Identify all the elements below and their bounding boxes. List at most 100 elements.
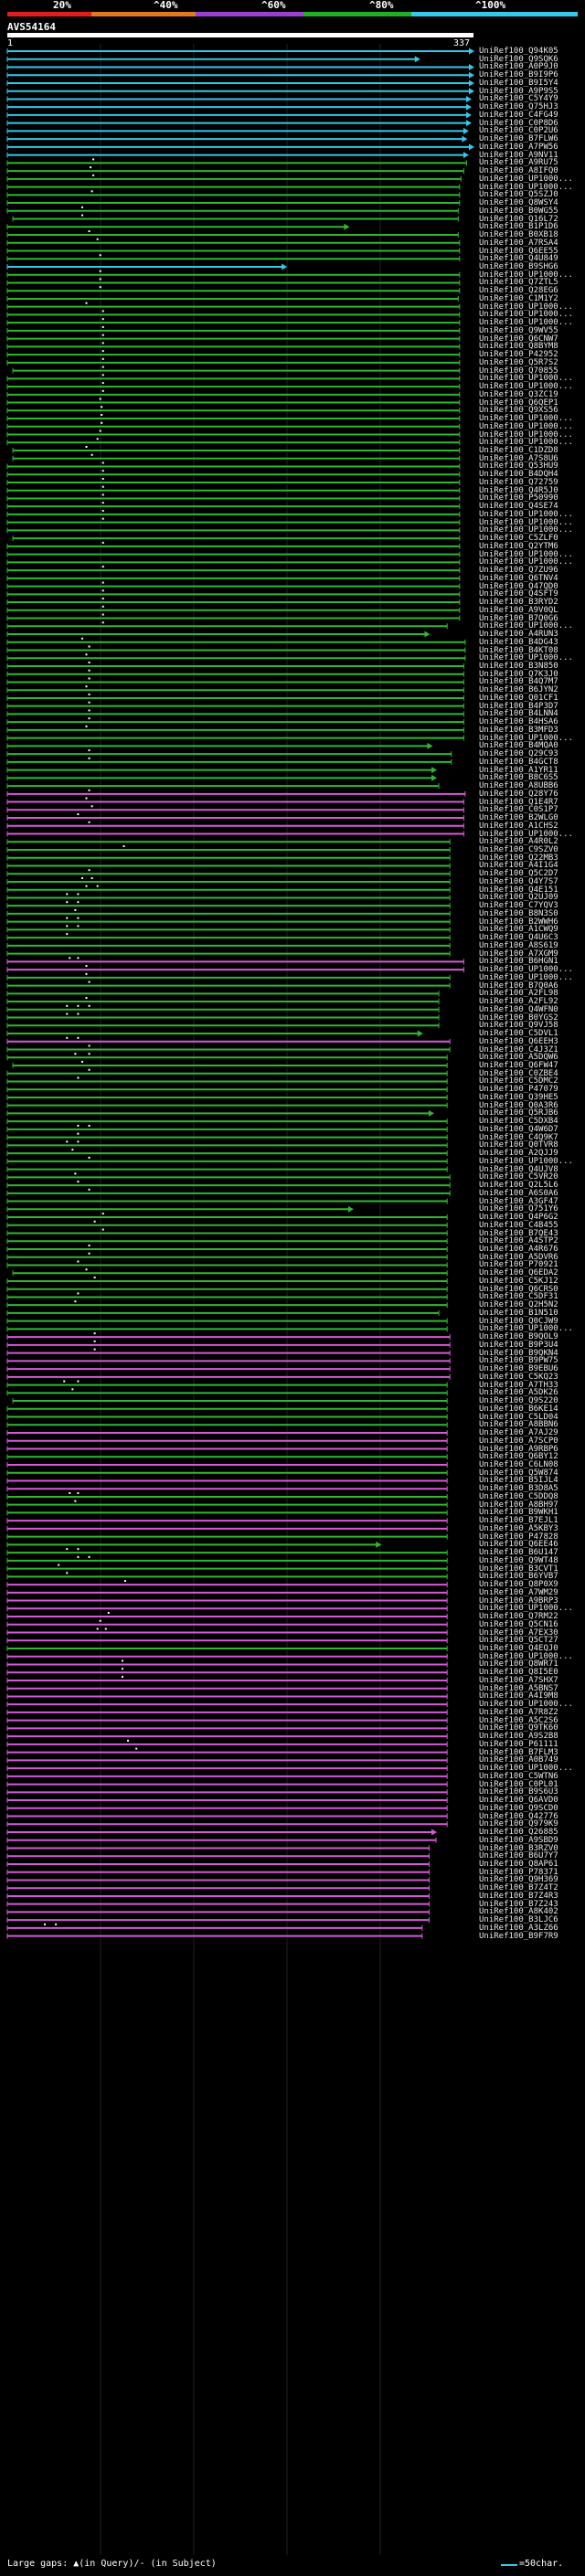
hit-label-link[interactable]: UniRef100_A8UBB6 — [479, 781, 558, 791]
hit-label-link[interactable]: UniRef100_UP1000... — [479, 557, 573, 567]
hit-label-link[interactable]: UniRef100_A9BRP3 — [479, 1595, 558, 1606]
hit-label-link[interactable]: UniRef100_UP1000... — [479, 414, 573, 424]
hit-label-link[interactable]: UniRef100_Q7ZU96 — [479, 566, 558, 576]
hit-label-link[interactable]: UniRef100_C1M1Y2 — [479, 293, 558, 303]
hit-label-link[interactable]: UniRef100_Q4W6D7 — [479, 1124, 558, 1134]
hit-label-link[interactable]: UniRef100_Q5W874 — [479, 1468, 558, 1478]
hit-label-link[interactable]: UniRef100_Q8P0X9 — [479, 1580, 558, 1590]
hit-label-link[interactable]: UniRef100_Q4WFN0 — [479, 1004, 558, 1014]
hit-label-link[interactable]: UniRef100_B4KT08 — [479, 645, 558, 655]
hit-label-link[interactable]: UniRef100_B1P1D6 — [479, 222, 558, 232]
hit-label-link[interactable]: UniRef100_Q75HJ3 — [479, 102, 558, 112]
hit-label-link[interactable]: UniRef100_A8S619 — [479, 940, 558, 950]
hit-label-link[interactable]: UniRef100_Q53HU9 — [479, 461, 558, 472]
hit-label-link[interactable]: UniRef100_Q6CRS0 — [479, 1284, 558, 1294]
hit-label-link[interactable]: UniRef100_Q5R7S2 — [479, 357, 558, 367]
hit-label-link[interactable]: UniRef100_Q47QD0 — [479, 581, 558, 591]
hit-label-link[interactable]: UniRef100_C5DDQ8 — [479, 1491, 558, 1501]
hit-label-link[interactable]: UniRef100_A1YR11 — [479, 765, 558, 775]
hit-label-link[interactable]: UniRef100_B0XB18 — [479, 230, 558, 240]
hit-label-link[interactable]: UniRef100_UP1000... — [479, 1156, 573, 1166]
hit-label-link[interactable]: UniRef100_A7S8U6 — [479, 453, 558, 463]
hit-label-link[interactable]: UniRef100_B9QKN4 — [479, 1348, 558, 1358]
hit-label-link[interactable]: UniRef100_B9QOL9 — [479, 1332, 558, 1342]
hit-label-link[interactable]: UniRef100_Q9SCD0 — [479, 1803, 558, 1813]
hit-label-link[interactable]: UniRef100_UP1000... — [479, 421, 573, 431]
hit-label-link[interactable]: UniRef100_Q6EE46 — [479, 1540, 558, 1550]
hit-label-link[interactable]: UniRef100_Q9WV55 — [479, 325, 558, 335]
hit-label-link[interactable]: UniRef100_B7Z4T2 — [479, 1883, 558, 1893]
hit-label-link[interactable]: UniRef100_UP1000... — [479, 382, 573, 392]
hit-label-link[interactable]: UniRef100_Q9WT48 — [479, 1555, 558, 1565]
hit-label-link[interactable]: UniRef100_C5KQ23 — [479, 1372, 558, 1382]
hit-label-link[interactable]: UniRef100_Q70855 — [479, 366, 558, 376]
hit-label-link[interactable]: UniRef100_B6HGN1 — [479, 957, 558, 967]
hit-label-link[interactable]: UniRef100_B3D8A5 — [479, 1484, 558, 1494]
hit-label-link[interactable]: UniRef100_B8C6S5 — [479, 773, 558, 783]
hit-label-link[interactable]: UniRef100_A5C2S6 — [479, 1715, 558, 1725]
hit-label-link[interactable]: UniRef100_A3GF47 — [479, 1196, 558, 1206]
hit-label-link[interactable]: UniRef100_Q8WSY4 — [479, 198, 558, 208]
hit-label-link[interactable]: UniRef100_Q0A3R6 — [479, 1100, 558, 1110]
hit-label-link[interactable]: UniRef100_Q7K3J0 — [479, 669, 558, 679]
hit-label-link[interactable]: UniRef100_Q4U849 — [479, 254, 558, 264]
hit-label-link[interactable]: UniRef100_C9SZV0 — [479, 845, 558, 854]
hit-label-link[interactable]: UniRef100_UP1000... — [479, 270, 573, 280]
hit-label-link[interactable]: UniRef100_B4GCT8 — [479, 757, 558, 767]
hit-label-link[interactable]: UniRef100_Q6EE55 — [479, 246, 558, 256]
hit-label-link[interactable]: UniRef100_C4B455 — [479, 1220, 558, 1230]
hit-label-link[interactable]: UniRef100_A0B749 — [479, 1755, 558, 1765]
hit-label-link[interactable]: UniRef100_B7FLW6 — [479, 134, 558, 144]
hit-label-link[interactable]: UniRef100_Q39HE5 — [479, 1092, 558, 1102]
hit-label-link[interactable]: UniRef100_Q7RM22 — [479, 1612, 558, 1622]
hit-label-link[interactable]: UniRef100_B3MFD3 — [479, 725, 558, 735]
hit-label-link[interactable]: UniRef100_C5ZLF0 — [479, 534, 558, 544]
hit-label-link[interactable]: UniRef100_Q4Y7S7 — [479, 876, 558, 886]
hit-label-link[interactable]: UniRef100_A4R0L2 — [479, 837, 558, 847]
hit-label-link[interactable]: UniRef100_Q9VJ58 — [479, 1021, 558, 1031]
hit-label-link[interactable]: UniRef100_Q979K9 — [479, 1819, 558, 1829]
hit-label-link[interactable]: UniRef100_A2QJJ9 — [479, 1149, 558, 1159]
hit-label-link[interactable]: UniRef100_A1CWQ9 — [479, 925, 558, 935]
hit-label-link[interactable]: UniRef100_Q01CF1 — [479, 693, 558, 703]
hit-label-link[interactable]: UniRef100_A9RU75 — [479, 158, 558, 168]
hit-label-link[interactable]: UniRef100_Q2L5L6 — [479, 1181, 558, 1191]
hit-label-link[interactable]: UniRef100_Q22MB3 — [479, 853, 558, 863]
hit-label-link[interactable]: UniRef100_Q6FW47 — [479, 1060, 558, 1070]
hit-label-link[interactable]: UniRef100_B7Q0G6 — [479, 613, 558, 623]
hit-label-link[interactable]: UniRef100_A9NV11 — [479, 150, 558, 160]
hit-label-link[interactable]: UniRef100_UP1000... — [479, 525, 573, 535]
hit-label-link[interactable]: UniRef100_B0YGS2 — [479, 1012, 558, 1023]
hit-label-link[interactable]: UniRef100_B6U7Y7 — [479, 1851, 558, 1861]
hit-label-link[interactable]: UniRef100_C5VR20 — [479, 1172, 558, 1182]
hit-label-link[interactable]: UniRef100_A4I1G4 — [479, 861, 558, 871]
hit-label-link[interactable]: UniRef100_C5DF31 — [479, 1292, 558, 1302]
hit-label-link[interactable]: UniRef100_Q9H369 — [479, 1875, 558, 1885]
hit-label-link[interactable]: UniRef100_C0ZBE4 — [479, 1068, 558, 1078]
hit-label-link[interactable]: UniRef100_A1CHS2 — [479, 821, 558, 831]
hit-label-link[interactable]: UniRef100_UP1000... — [479, 653, 573, 663]
hit-label-link[interactable]: UniRef100_UP1000... — [479, 174, 573, 184]
hit-label-link[interactable]: UniRef100_B6YVB7 — [479, 1572, 558, 1582]
hit-label-link[interactable]: UniRef100_UP1000... — [479, 318, 573, 328]
hit-label-link[interactable]: UniRef100_A9P9S5 — [479, 86, 558, 96]
hit-label-link[interactable]: UniRef100_Q4EQJ0 — [479, 1644, 558, 1653]
hit-label-link[interactable]: UniRef100_UP1000... — [479, 972, 573, 982]
hit-label-link[interactable]: UniRef100_B9F7R9 — [479, 1931, 558, 1941]
hit-label-link[interactable]: UniRef100_P50990 — [479, 493, 558, 504]
hit-label-link[interactable]: UniRef100_Q8WR71 — [479, 1659, 558, 1670]
hit-label-link[interactable]: UniRef100_B4DQH4 — [479, 470, 558, 480]
hit-label-link[interactable]: UniRef100_Q28EG6 — [479, 286, 558, 296]
hit-label-link[interactable]: UniRef100_UP1000... — [479, 429, 573, 440]
hit-label-link[interactable]: UniRef100_B9WKH1 — [479, 1508, 558, 1518]
hit-label-link[interactable]: UniRef100_C5DVL1 — [479, 1029, 558, 1039]
hit-label-link[interactable]: UniRef100_C5KJ12 — [479, 1276, 558, 1286]
hit-label-link[interactable]: UniRef100_A8IFQ0 — [479, 166, 558, 176]
hit-label-link[interactable]: UniRef100_Q28Y76 — [479, 789, 558, 799]
hit-label-link[interactable]: UniRef100_B9I5Y4 — [479, 78, 558, 88]
hit-label-link[interactable]: UniRef100_A2FL98 — [479, 989, 558, 999]
hit-label-link[interactable]: UniRef100_B7Z4R3 — [479, 1891, 558, 1901]
hit-label-link[interactable]: UniRef100_C7YQV3 — [479, 901, 558, 911]
hit-label-link[interactable]: UniRef100_Q4P6G2 — [479, 1213, 558, 1223]
hit-label-link[interactable]: UniRef100_Q6EEH3 — [479, 1036, 558, 1046]
